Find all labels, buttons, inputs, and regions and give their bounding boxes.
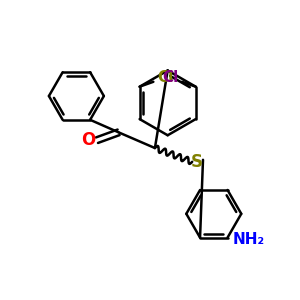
Text: O: O [81, 131, 95, 149]
Text: Cl: Cl [157, 70, 173, 86]
Text: NH₂: NH₂ [233, 232, 265, 247]
Text: Cl: Cl [162, 70, 178, 86]
Text: S: S [191, 153, 203, 171]
